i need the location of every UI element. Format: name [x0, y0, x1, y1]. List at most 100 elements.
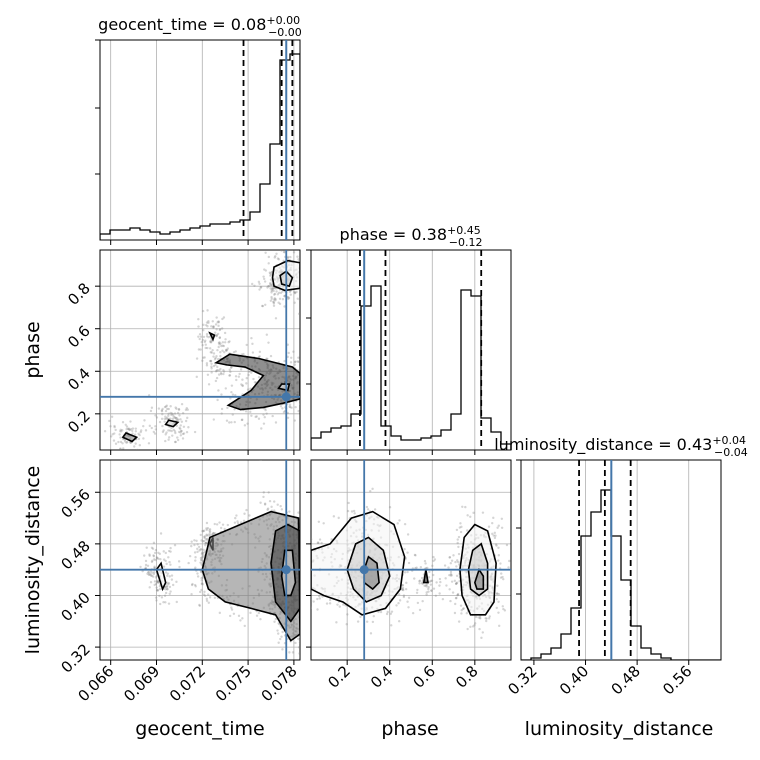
sample-point — [218, 521, 221, 524]
sample-point — [144, 563, 148, 567]
sample-point — [164, 591, 168, 595]
sample-point — [397, 593, 401, 596]
sample-point — [455, 582, 458, 585]
sample-point — [201, 540, 205, 543]
sample-point — [328, 602, 332, 605]
sample-point — [263, 415, 266, 419]
sample-point — [299, 501, 300, 503]
sample-point — [292, 350, 295, 353]
sample-point — [293, 291, 297, 294]
sample-point — [164, 433, 167, 436]
sample-point — [153, 551, 157, 555]
sample-point — [218, 343, 221, 346]
sample-point — [160, 409, 164, 412]
sample-point — [196, 575, 200, 578]
sample-point — [279, 637, 282, 641]
sample-point — [169, 546, 172, 550]
sample-point — [208, 529, 211, 532]
sample-point — [279, 504, 282, 508]
sample-point — [134, 427, 138, 430]
sample-point — [270, 291, 273, 294]
sample-point — [450, 574, 453, 577]
sample-point — [274, 297, 277, 301]
xlabel-luminosity_distance: luminosity_distance — [525, 718, 714, 740]
sample-point — [427, 590, 430, 593]
sample-point — [359, 615, 362, 619]
sample-point — [456, 593, 460, 597]
sample-point — [186, 408, 189, 411]
sample-point — [201, 551, 204, 554]
sample-point — [304, 557, 306, 559]
sample-point — [170, 426, 173, 430]
sample-point — [167, 429, 170, 432]
x-tick-label: 0.072 — [166, 662, 209, 705]
sample-point — [269, 281, 272, 285]
sample-point — [212, 531, 215, 535]
sample-point — [406, 600, 409, 603]
sample-point — [305, 549, 307, 551]
sample-point — [129, 428, 133, 431]
sample-point — [163, 420, 166, 423]
sample-point — [154, 548, 158, 552]
sample-point — [197, 348, 201, 351]
sample-point — [206, 593, 210, 596]
sample-point — [219, 526, 223, 530]
histogram-step — [100, 53, 300, 240]
sample-point — [175, 417, 179, 420]
sample-point — [194, 559, 197, 562]
sample-point — [213, 331, 217, 334]
sample-point — [372, 614, 376, 618]
sample-point — [516, 621, 518, 623]
sample-point — [223, 527, 226, 531]
sample-point — [227, 340, 230, 344]
sample-point — [306, 519, 308, 521]
sample-point — [131, 429, 134, 433]
sample-point — [219, 342, 222, 345]
sample-point — [206, 527, 210, 530]
sample-point — [288, 651, 291, 654]
sample-point — [171, 413, 175, 416]
sample-point — [157, 581, 160, 585]
y-tick-label: 0.32 — [57, 640, 93, 676]
sample-point — [122, 460, 124, 462]
sample-point — [212, 532, 215, 535]
sample-point — [456, 541, 459, 545]
sample-point — [452, 554, 455, 557]
sample-point — [164, 559, 167, 563]
sample-point — [453, 579, 457, 583]
sample-point — [167, 436, 171, 439]
sample-point — [407, 596, 411, 599]
sample-point — [218, 611, 222, 615]
sample-point — [218, 341, 221, 344]
sample-point — [430, 589, 433, 593]
contour-line — [121, 432, 139, 443]
sample-point — [283, 294, 286, 298]
sample-point — [155, 556, 159, 559]
sample-point — [455, 528, 459, 532]
sample-point — [123, 440, 127, 443]
axes-phase-vs-luminosity_distance: 0.2 0.4 0.6 0.8 — [305, 459, 518, 692]
sample-point — [444, 577, 447, 580]
sample-point — [257, 280, 261, 284]
sample-point — [307, 550, 309, 552]
sample-point — [200, 556, 204, 559]
sample-point — [366, 508, 370, 511]
sample-point — [269, 272, 272, 275]
sample-point — [229, 370, 232, 374]
sample-point — [460, 612, 463, 615]
sample-point — [291, 651, 295, 654]
sample-point — [300, 621, 302, 623]
sample-point — [300, 381, 302, 383]
sample-point — [493, 536, 497, 540]
sample-point — [255, 614, 259, 617]
sample-point — [198, 337, 201, 341]
sample-point — [222, 372, 225, 376]
sample-point — [217, 389, 220, 392]
sample-point — [204, 343, 207, 346]
sample-point — [221, 349, 224, 352]
sample-point — [170, 412, 174, 415]
sample-point — [390, 610, 394, 613]
sample-point — [308, 626, 310, 628]
sample-point — [181, 432, 185, 436]
sample-point — [213, 596, 217, 600]
